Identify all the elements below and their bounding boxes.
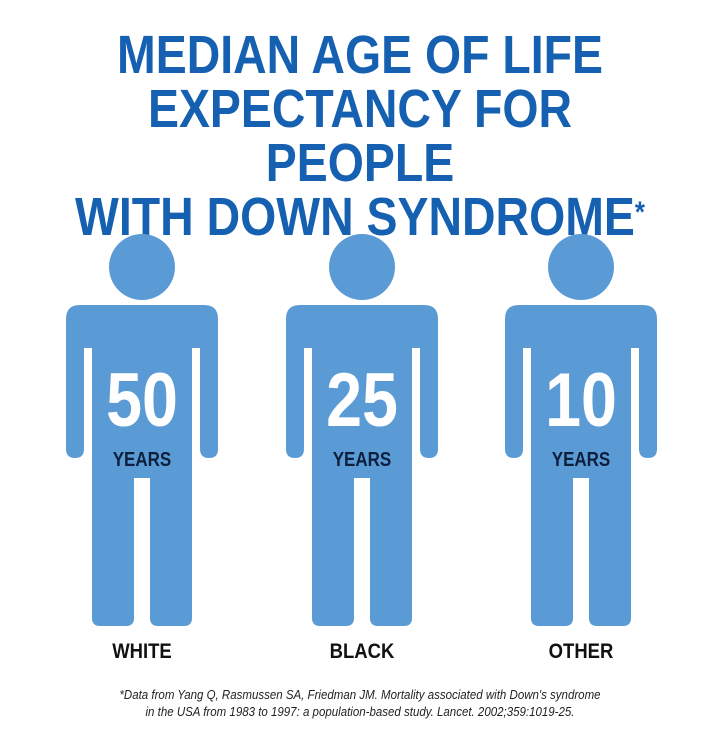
person-body-icon [66,305,218,626]
unit-label: YEARS [113,448,172,471]
infographic-title: MEDIAN AGE OF LIFE EXPECTANCY FOR PEOPLE… [50,28,669,244]
person-head-icon [109,234,175,300]
footnote-line: *Data from Yang Q, Rasmussen SA, Friedma… [119,688,601,702]
unit-label: YEARS [333,448,392,471]
person-body-icon [505,305,657,626]
title-line: MEDIAN AGE OF LIFE [117,25,603,85]
person-head-icon [548,234,614,300]
value-label: 50 [106,357,178,442]
footnote: *Data from Yang Q, Rasmussen SA, Friedma… [29,687,691,721]
person-head-icon [329,234,395,300]
person-body-icon [286,305,438,626]
value-label: 25 [326,357,398,442]
title-line: EXPECTANCY FOR PEOPLE [147,79,573,193]
asterisk: * [634,196,645,229]
value-label: 10 [545,357,617,442]
unit-label: YEARS [552,448,611,471]
category-label: BLACK [330,640,395,663]
category-label: OTHER [549,640,614,663]
footnote-line: in the USA from 1983 to 1997: a populati… [145,705,575,719]
category-label: WHITE [112,640,172,663]
